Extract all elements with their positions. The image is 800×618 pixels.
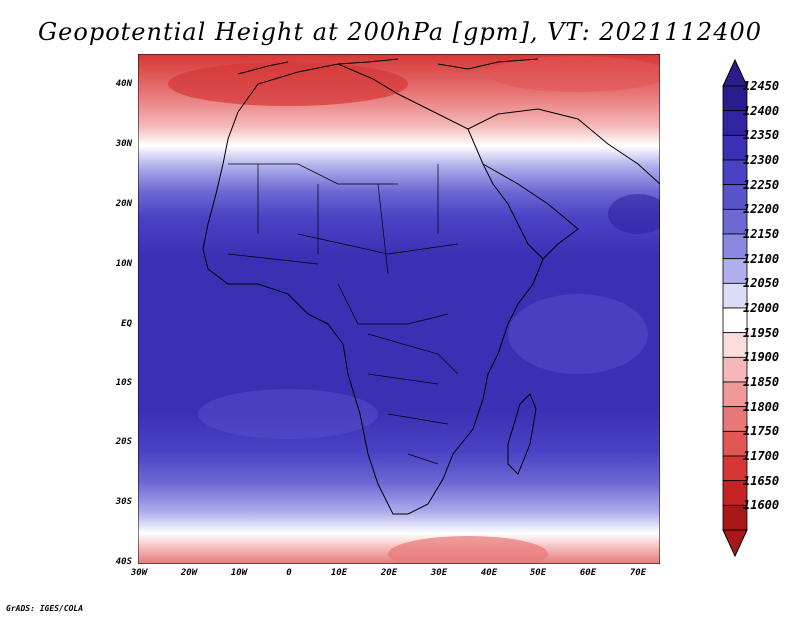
north-east-ridge [488, 56, 660, 92]
xtick-20e: 20E [380, 568, 398, 578]
xtick-30w: 30W [130, 568, 148, 578]
indian-ocean-patch [508, 294, 648, 374]
south-ridge [388, 536, 548, 564]
colorbar-label-12100: 12100 [743, 251, 780, 266]
colorbar-label-11900: 11900 [743, 350, 780, 365]
colorbar-label-11750: 11750 [743, 424, 780, 439]
colorbar-label-12450: 12450 [743, 79, 780, 93]
colorbar-label-11700: 11700 [743, 449, 780, 463]
colorbar-swatch-11850 [722, 381, 748, 408]
colorbar-label-12200: 12200 [743, 202, 780, 217]
colorbar-swatch-11650 [722, 480, 748, 506]
africa-coast [202, 63, 544, 515]
colorbar-label-12000: 12000 [743, 301, 780, 315]
ytick-eq: EQ [121, 319, 132, 329]
xtick-0: 0 [286, 568, 292, 578]
colorbar-swatch-12300 [722, 159, 748, 186]
colorbar-label-11650: 11650 [743, 473, 780, 488]
colorbar-label-12150: 12150 [743, 227, 780, 241]
coastlines [202, 58, 660, 515]
border-lines [227, 163, 459, 465]
map-title: Geopotential Height at 200hPa [gpm], VT:… [38, 18, 762, 46]
map-svg [138, 54, 660, 564]
xtick-20w: 20W [180, 568, 198, 578]
colorbar-swatch-11700 [722, 455, 748, 482]
xtick-10w: 10W [230, 568, 248, 578]
ytick-10n: 10N [115, 259, 132, 269]
map-panel [138, 54, 660, 564]
ytick-10s: 10S [115, 378, 132, 388]
credit-text: GrADS: IGES/COLA [6, 604, 84, 613]
colorbar-label-12250: 12250 [743, 177, 780, 192]
colorbar [722, 58, 748, 558]
country-borders [227, 163, 459, 465]
colorbar-bottom-arrow [722, 529, 748, 558]
colorbar-label-12300: 12300 [743, 153, 780, 167]
madagascar-coast [507, 393, 537, 475]
colorbar-swatch-11800 [722, 406, 748, 432]
europe-coast [237, 58, 539, 75]
ytick-30s: 30S [115, 497, 132, 507]
colorbar-label-11950: 11950 [743, 325, 780, 340]
ytick-20s: 20S [115, 437, 132, 447]
high-ridge-north [168, 62, 408, 106]
colorbar-label-11850: 11850 [743, 375, 780, 389]
colorbar-swatch-12450 [722, 85, 748, 112]
ytick-40n: 40N [115, 79, 132, 89]
xtick-30e: 30E [430, 568, 448, 578]
ytick-30n: 30N [115, 139, 132, 149]
colorbar-label-11600: 11600 [743, 498, 780, 513]
colorbar-label-12400: 12400 [743, 103, 780, 118]
arabia-coast [467, 108, 660, 260]
atlantic-patch [198, 389, 378, 439]
xtick-70e: 70E [629, 568, 647, 578]
colorbar-swatch-12050 [722, 282, 748, 309]
colorbar-label-12050: 12050 [743, 276, 780, 291]
xtick-60e: 60E [579, 568, 597, 578]
xtick-40e: 40E [480, 568, 498, 578]
xtick-50e: 50E [529, 568, 547, 578]
arabian-high [608, 194, 660, 234]
xtick-10e: 10E [330, 568, 348, 578]
ytick-20n: 20N [115, 199, 132, 209]
colorbar-label-11800: 11800 [743, 399, 780, 414]
colorbar-swatch-12200 [722, 208, 748, 235]
height-field [138, 54, 660, 564]
ytick-40s: 40S [115, 557, 132, 567]
colorbar-swatch-12150 [722, 233, 748, 260]
colorbar-label-12350: 12350 [743, 128, 780, 143]
